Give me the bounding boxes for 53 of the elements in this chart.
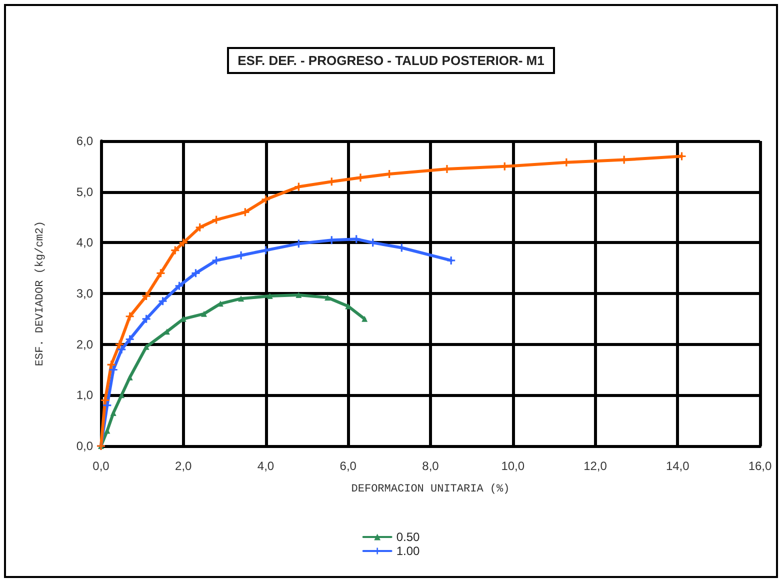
point bbox=[324, 294, 331, 301]
y-tick-label: 3,0 bbox=[76, 286, 94, 300]
x-tick-label: 2,0 bbox=[175, 459, 192, 473]
y-tick-label: 2,0 bbox=[76, 337, 94, 352]
x-tick-label: 14,0 bbox=[666, 459, 690, 473]
y-tick-label: 5,0 bbox=[76, 184, 94, 199]
point bbox=[196, 223, 204, 232]
y-tick-label: 6,0 bbox=[76, 134, 94, 148]
point bbox=[200, 310, 207, 317]
point bbox=[156, 269, 165, 278]
point bbox=[237, 251, 246, 260]
y-tick-label: 1,0 bbox=[76, 388, 94, 402]
point bbox=[171, 246, 180, 254]
point bbox=[118, 392, 125, 398]
chart-title: ESF. DEF. - PROGRESO - TALUD POSTERIOR- M1 bbox=[238, 53, 544, 68]
y-tick-label: 0,0 bbox=[76, 439, 94, 453]
point bbox=[118, 345, 126, 354]
legend-label: 1.00 bbox=[396, 544, 420, 558]
point bbox=[142, 292, 150, 300]
x-tick-label: 0,0 bbox=[92, 459, 110, 473]
point bbox=[296, 292, 302, 298]
point bbox=[262, 195, 270, 204]
legend-label: 0.50 bbox=[396, 530, 420, 544]
x-tick-label: 12,0 bbox=[584, 459, 608, 473]
x-axis-title: DEFORMACION UNITARIA (%) bbox=[351, 484, 510, 496]
point bbox=[126, 335, 134, 344]
point bbox=[362, 316, 368, 322]
point bbox=[368, 238, 377, 247]
x-tick-label: 4,0 bbox=[257, 459, 274, 473]
point bbox=[241, 208, 250, 216]
point bbox=[158, 297, 167, 306]
x-tick-label: 16,0 bbox=[748, 459, 772, 473]
point bbox=[179, 238, 188, 247]
x-tick-label: 8,0 bbox=[422, 459, 440, 473]
point bbox=[447, 256, 456, 264]
point bbox=[212, 216, 220, 224]
y-tick-label: 4,0 bbox=[76, 236, 94, 250]
point bbox=[126, 312, 134, 320]
point bbox=[212, 256, 220, 264]
point bbox=[126, 374, 133, 380]
point bbox=[262, 246, 270, 254]
point bbox=[192, 269, 200, 278]
point bbox=[109, 366, 118, 374]
point bbox=[175, 282, 184, 290]
point bbox=[142, 314, 150, 323]
point bbox=[238, 296, 244, 302]
point bbox=[266, 293, 273, 300]
point bbox=[116, 340, 124, 348]
x-tick-label: 10,0 bbox=[501, 459, 525, 473]
point bbox=[143, 344, 150, 350]
x-tick-label: 6,0 bbox=[340, 459, 357, 473]
y-axis-title: ESF. DEVIADOR (kg/cm2) bbox=[34, 220, 46, 366]
point bbox=[107, 360, 116, 369]
